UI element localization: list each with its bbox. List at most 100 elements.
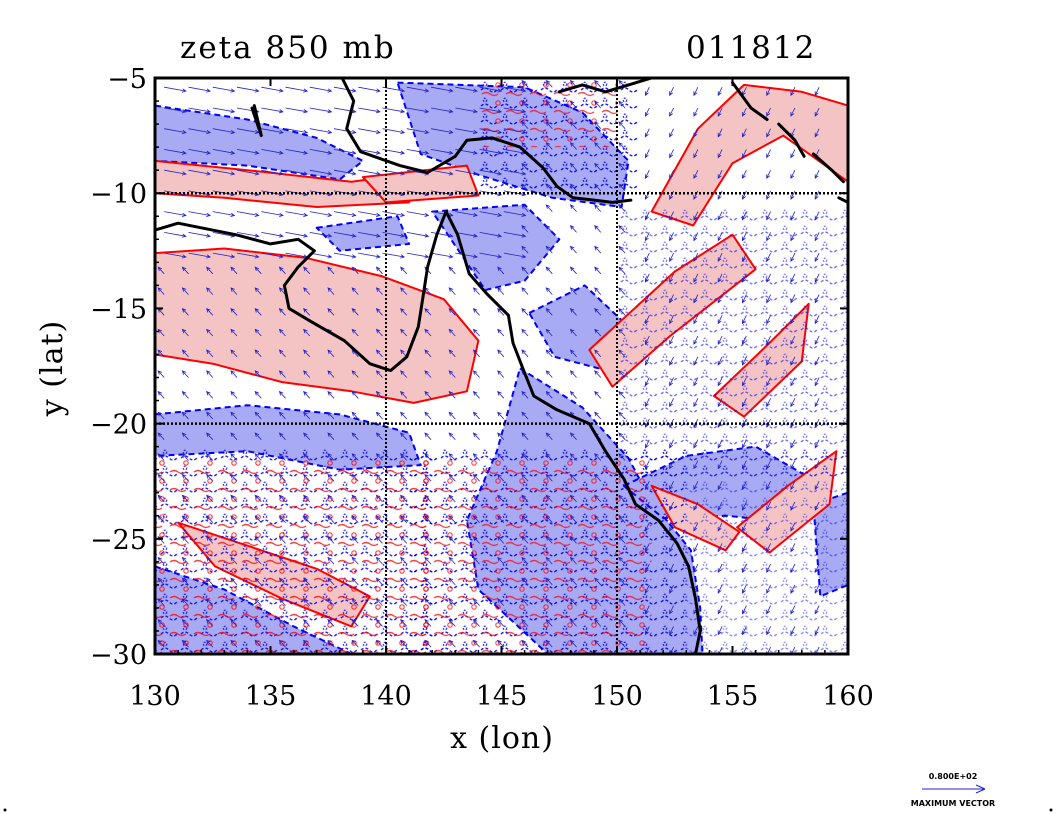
y-tick-label: −10 [90,179,147,210]
wind-vector [472,515,480,523]
wind-vector [212,169,236,176]
wind-vector [790,439,796,449]
wind-vector [333,232,357,238]
wind-vector [594,577,602,586]
wind-vector [717,232,723,242]
wind-vector [693,522,699,532]
wind-vector [479,169,503,176]
wind-vector [181,370,189,378]
wind-vector [569,370,577,378]
wind-vector [157,266,165,275]
wind-vector [400,639,408,648]
wind-vector [351,411,359,420]
wind-vector [669,335,674,345]
wind-vector [521,515,529,523]
wind-vector [448,619,456,627]
wind-vector [406,107,430,114]
wind-vector [254,619,262,627]
wind-vector [448,515,456,523]
wind-vector [351,473,359,482]
wind-vector [206,556,214,565]
wind-vector [212,252,236,259]
wind-vector [790,460,796,470]
wind-vector [351,639,359,648]
wind-vector [351,515,359,523]
wind-vector [594,328,602,337]
wind-vector [430,169,454,176]
wind-vector [545,287,553,295]
wind-vector [790,563,796,574]
wind-vector [717,87,723,97]
wind-vector [545,411,553,420]
wind-vector [424,370,432,378]
wind-vector [430,190,454,197]
wind-vector [455,128,478,135]
wind-vector [594,494,602,503]
wind-vector [424,453,432,461]
wind-vector [181,308,189,316]
wind-vector [206,577,214,586]
wind-vector [569,473,577,482]
wind-vector [669,232,674,242]
wind-vector [545,639,553,648]
wind-vector [569,162,577,171]
wind-vector [448,453,456,461]
wind-vector [278,266,286,275]
wind-vector [545,328,553,337]
wind-vector [455,232,478,238]
wind-vector [157,370,165,378]
wind-vector [188,107,212,114]
wind-vector [188,211,212,217]
y-tick-label: −15 [90,294,147,325]
wind-vector [206,370,214,378]
wind-vector [790,273,796,283]
wind-vector [503,252,527,259]
wind-vector [303,536,311,544]
wind-vector [278,494,286,503]
wind-vector [545,619,553,627]
wind-vector [618,266,626,275]
wind-vector [669,377,674,387]
wind-vector [375,494,383,503]
wind-vector [230,577,238,586]
wind-vector [333,252,357,259]
wind-vector [594,411,602,420]
wind-vector [472,349,480,358]
wind-vector [618,204,626,212]
wind-vector [645,481,650,491]
wind-vector [645,626,650,636]
wind-vector [212,107,236,114]
wind-vector [157,287,165,295]
wind-vector [766,584,771,594]
wind-vector [309,169,333,176]
wind-vector [742,398,747,408]
wind-vector [406,149,430,155]
wind-vector [497,536,505,544]
wind-vector [645,273,650,283]
wind-vector [455,86,478,93]
wind-vector [618,100,626,109]
wind-vector [618,453,626,461]
y-tick-label: −25 [90,525,147,556]
wind-vector [400,515,408,523]
wind-vector [790,211,796,221]
wind-vector [327,390,335,399]
wind-vector [375,308,383,316]
wind-vector [261,149,284,155]
wind-vector [230,494,238,503]
wind-vector [206,453,214,461]
wind-vector [742,190,747,200]
wind-vector [333,149,357,155]
wind-vector [164,211,187,217]
wind-vector [766,501,771,511]
wind-vector [181,390,189,399]
wind-vector [351,598,359,606]
wind-vector [790,294,796,304]
wind-vector [693,170,699,180]
wind-vector [497,556,505,565]
wind-vector [188,252,212,259]
wind-vector [645,584,650,594]
wind-vector [545,266,553,275]
wind-vector [766,335,771,345]
wind-vector [594,556,602,565]
